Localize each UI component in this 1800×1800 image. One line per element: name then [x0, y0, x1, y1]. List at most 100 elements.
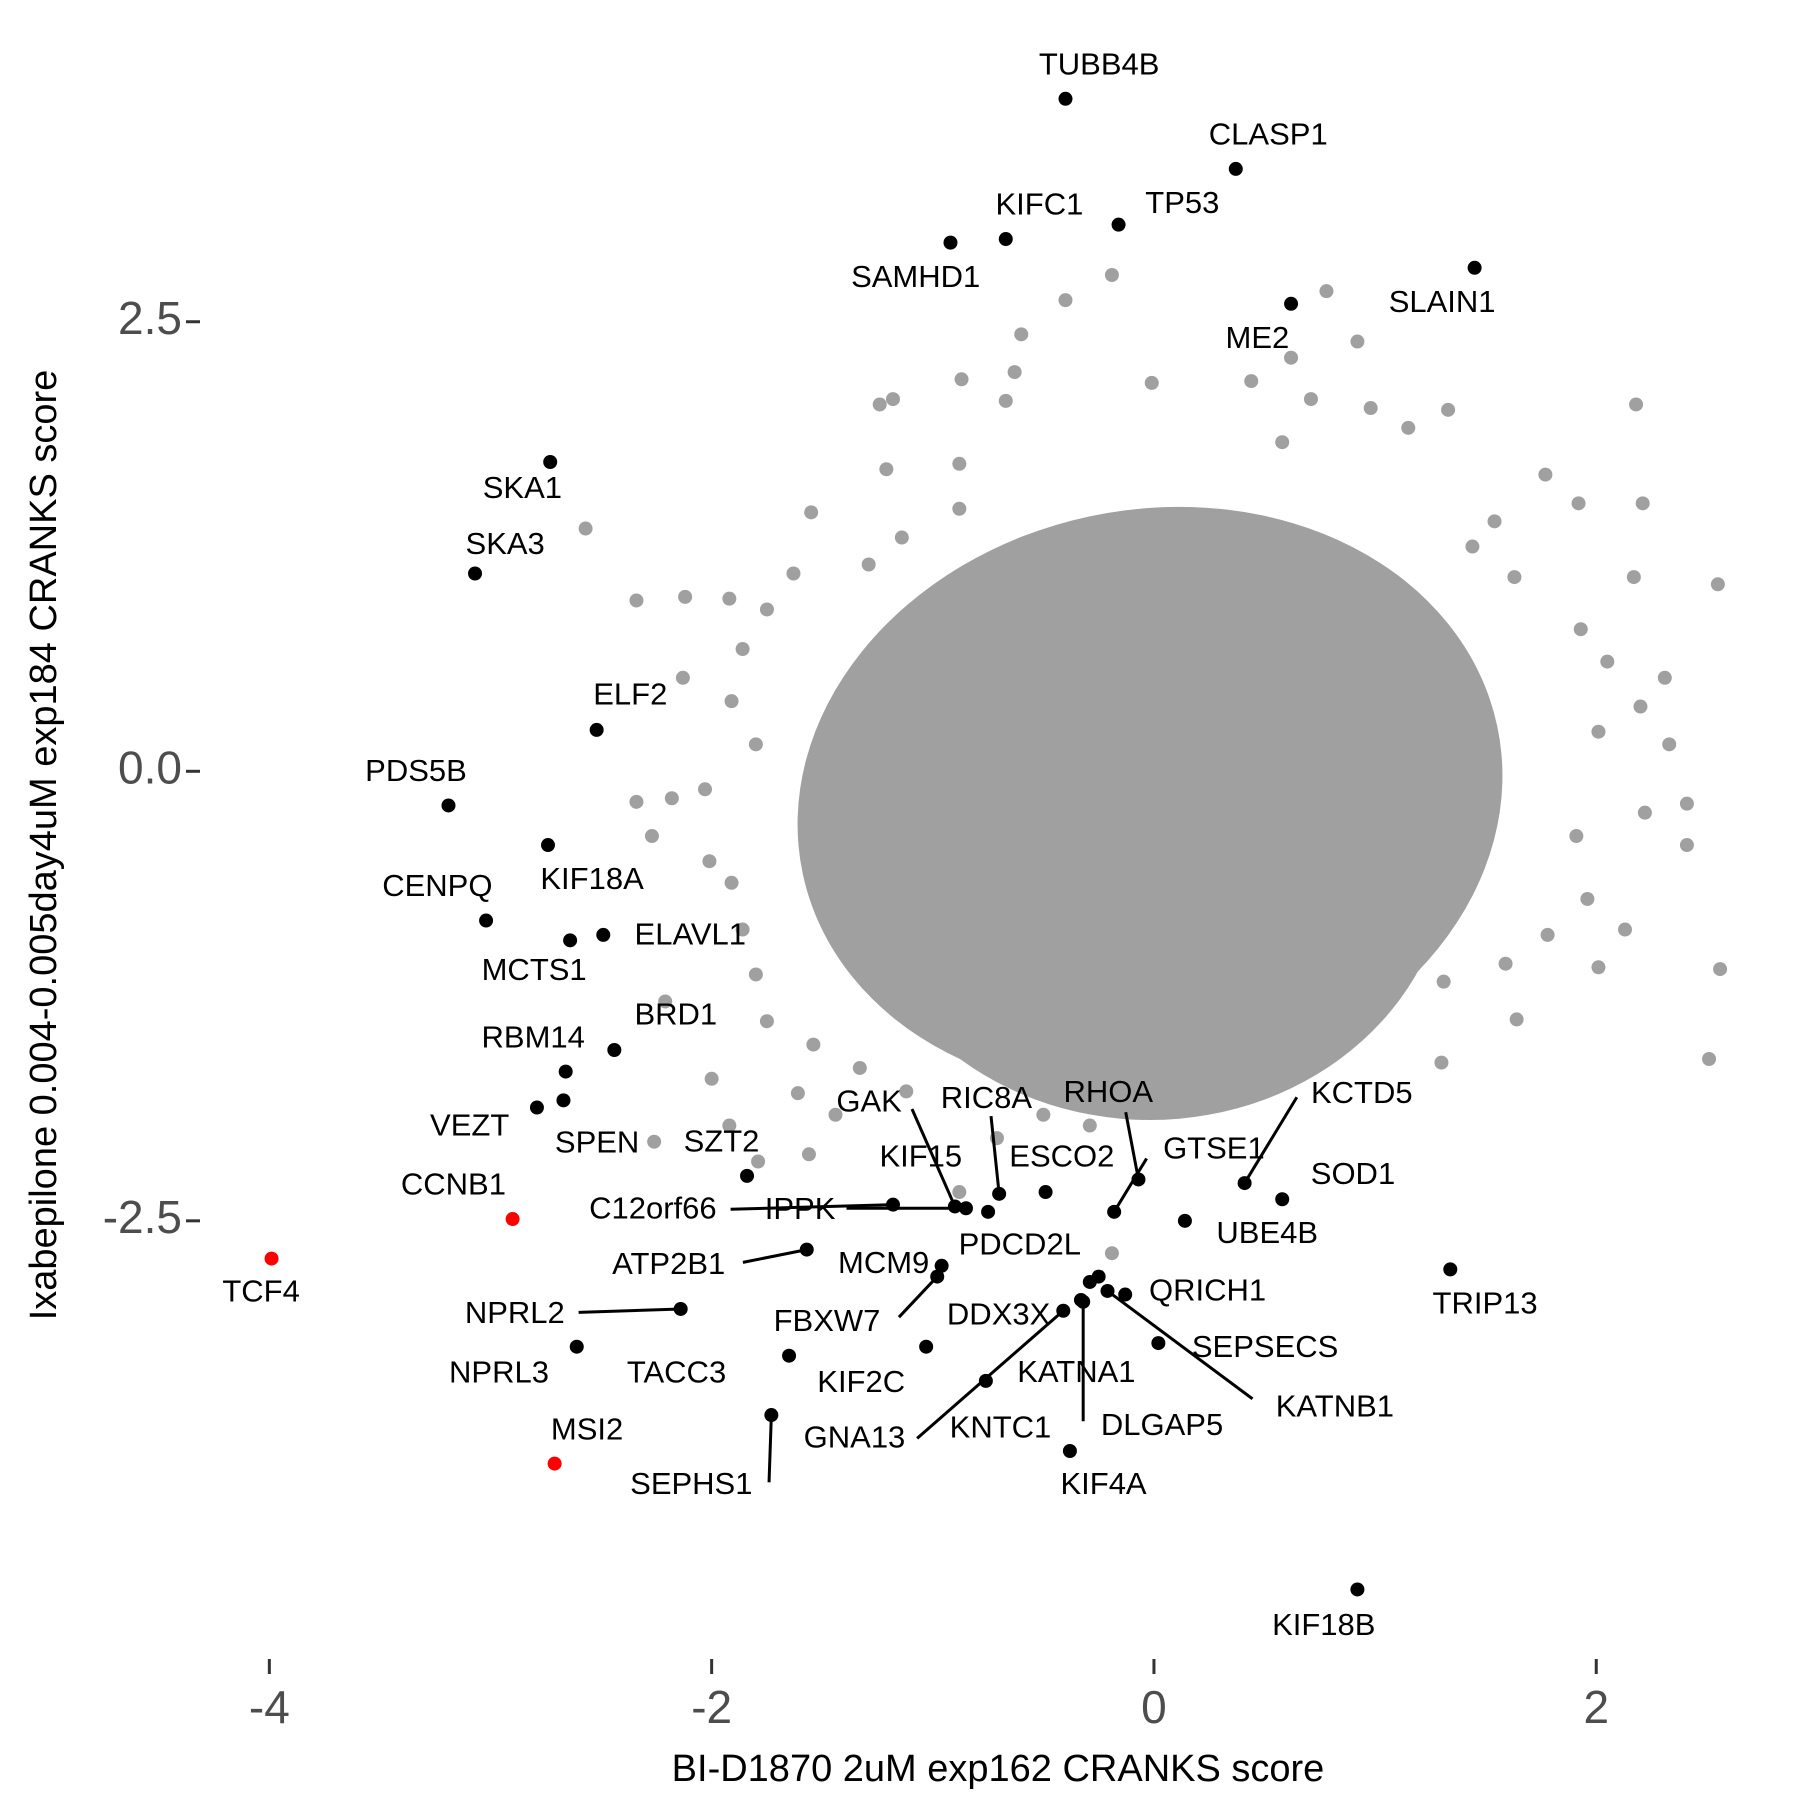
point [264, 1251, 279, 1266]
point [1713, 962, 1728, 977]
point-label: ELAVL1 [635, 916, 746, 951]
point [919, 1339, 934, 1354]
point [1107, 1204, 1122, 1219]
point [1144, 375, 1159, 390]
point [1228, 161, 1243, 176]
point [698, 782, 713, 797]
point [675, 670, 690, 685]
leader-line [989, 1115, 1001, 1195]
point [722, 1118, 737, 1133]
point [943, 235, 958, 250]
point [947, 1199, 962, 1214]
point [1600, 654, 1615, 669]
point [1151, 1336, 1166, 1351]
point [673, 1301, 688, 1316]
point [748, 967, 763, 982]
point [954, 372, 969, 387]
point-label: CCNB1 [401, 1167, 506, 1202]
point [556, 1093, 571, 1108]
point [644, 829, 659, 844]
point-label: ATP2B1 [612, 1246, 725, 1281]
point [724, 875, 739, 890]
point-label: KIF18A [540, 861, 644, 896]
point [1303, 392, 1318, 407]
point [1467, 260, 1482, 275]
point-label: BRD1 [634, 997, 717, 1032]
x-tick-label: 0 [1141, 1681, 1167, 1733]
point [468, 566, 483, 581]
point-label: PDS5B [365, 753, 467, 788]
point [894, 530, 909, 545]
point-label: TCF4 [222, 1274, 300, 1309]
point [759, 1014, 774, 1029]
point [1284, 350, 1299, 365]
point-label: CENPQ [382, 868, 492, 903]
point [1058, 91, 1073, 106]
point [1618, 922, 1633, 937]
point [1244, 374, 1259, 389]
point [934, 1258, 949, 1273]
point [1401, 420, 1416, 435]
point-label: RHOA [1064, 1074, 1154, 1109]
point [1629, 397, 1644, 412]
point [1441, 402, 1456, 417]
point [1007, 365, 1022, 380]
point [1058, 293, 1073, 308]
point [1702, 1051, 1717, 1066]
x-tick-label: -4 [249, 1681, 290, 1733]
point-label: TRIP13 [1433, 1286, 1538, 1321]
point-label: KATNB1 [1276, 1388, 1394, 1423]
point [607, 1043, 622, 1058]
point-label: DDX3X [947, 1296, 1051, 1331]
point-label: GAK [836, 1083, 902, 1118]
point-label: ME2 [1226, 320, 1290, 355]
point-label: QRICH1 [1149, 1272, 1266, 1307]
dense-point-cloud [850, 580, 1450, 1120]
point-label: RBM14 [482, 1019, 585, 1054]
point-label: KNTC1 [950, 1409, 1052, 1444]
point [1082, 1274, 1097, 1289]
x-axis-title: BI-D1870 2uM exp162 CRANKS score [672, 1748, 1325, 1790]
point [1507, 570, 1522, 585]
point [751, 1154, 766, 1169]
point-label: KIF4A [1060, 1466, 1146, 1501]
point [1509, 1012, 1524, 1027]
point-label: MSI2 [551, 1411, 623, 1446]
x-tick-label: -2 [691, 1681, 732, 1733]
point [1237, 1176, 1252, 1191]
point [1284, 296, 1299, 311]
point [978, 1373, 993, 1388]
point-label: NPRL3 [449, 1355, 549, 1390]
point [578, 521, 593, 536]
point [748, 737, 763, 752]
leader-line [578, 1307, 681, 1314]
point [998, 232, 1013, 247]
point [1679, 796, 1694, 811]
point-label: KATNA1 [1017, 1354, 1135, 1389]
point [1591, 724, 1606, 739]
point [1076, 1294, 1091, 1309]
point [1657, 670, 1672, 685]
y-tick-label: -2.5 [103, 1191, 182, 1243]
leader-line [767, 1414, 773, 1483]
point [1637, 805, 1652, 820]
point-label: TACC3 [627, 1354, 726, 1389]
point [529, 1100, 544, 1115]
point [981, 1204, 996, 1219]
point-label: TUBB4B [1039, 46, 1160, 81]
x-tick-label: 2 [1583, 1681, 1609, 1733]
point [952, 501, 967, 516]
point [505, 1212, 520, 1227]
point [852, 1060, 867, 1075]
point-label: RIC8A [941, 1080, 1033, 1115]
point [1573, 622, 1588, 637]
point [1350, 1582, 1365, 1597]
point-label: KIF15 [879, 1139, 962, 1174]
point [1372, 990, 1387, 1005]
point [1538, 467, 1553, 482]
point [658, 994, 673, 1009]
point-label: TP53 [1145, 185, 1219, 220]
point [678, 589, 693, 604]
point [1104, 1246, 1119, 1261]
y-axis-title: Ixabepilone 0.004-0.005day4uM exp184 CRA… [23, 370, 65, 1321]
